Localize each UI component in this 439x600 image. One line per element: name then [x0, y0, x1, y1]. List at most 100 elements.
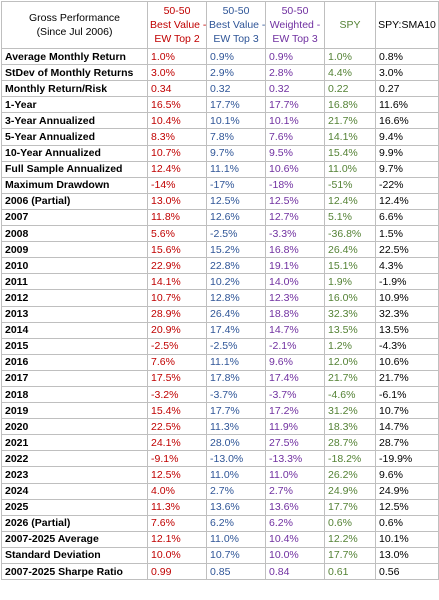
row-label: Full Sample Annualized: [1, 160, 148, 178]
cell-spy-sma10: 13.5%: [375, 321, 439, 339]
row-label: 2017: [1, 369, 148, 387]
cell-best-value-top3: 0.32: [206, 80, 266, 98]
cell-spy: 16.8%: [324, 96, 376, 114]
header-bv2-line-1: 50-50: [163, 5, 191, 17]
cell-best-value-top2: 10.4%: [147, 112, 207, 130]
cell-best-value-top2: -9.1%: [147, 450, 207, 468]
cell-best-value-top2: 15.4%: [147, 402, 207, 420]
cell-spy-sma10: 16.6%: [375, 112, 439, 130]
table-row: 1-Year 16.5% 17.7% 17.7% 16.8% 11.6%: [1, 96, 439, 114]
header-bv2-line-3: EW Top 2: [154, 33, 200, 45]
cell-spy: -18.2%: [324, 450, 376, 468]
cell-weighted-top3: -3.3%: [265, 225, 325, 243]
table-row: 2009 15.6% 15.2% 16.8% 26.4% 22.5%: [1, 241, 439, 259]
cell-spy-sma10: 10.9%: [375, 289, 439, 307]
table-row: 2013 28.9% 26.4% 18.8% 32.3% 32.3%: [1, 305, 439, 323]
cell-spy: 12.2%: [324, 530, 376, 548]
cell-best-value-top2: -3.2%: [147, 385, 207, 404]
cell-best-value-top2: 12.5%: [147, 466, 207, 484]
row-label: 5-Year Annualized: [1, 128, 148, 146]
cell-best-value-top3: 13.6%: [206, 498, 266, 516]
row-label: 2019: [1, 402, 148, 420]
table-row: 2021 24.1% 28.0% 27.5% 28.7% 28.7%: [1, 434, 439, 452]
cell-spy: 14.1%: [324, 128, 376, 146]
cell-best-value-top3: -17%: [206, 176, 266, 194]
cell-spy-sma10: 28.7%: [375, 434, 439, 452]
cell-spy-sma10: -4.3%: [375, 337, 439, 355]
cell-spy: 0.61: [324, 562, 376, 581]
header-label-line-1: Gross Performance: [28, 12, 121, 24]
table-row: Monthly Return/Risk 0.34 0.32 0.32 0.22 0.27: [1, 80, 439, 98]
cell-spy-sma10: 3.0%: [375, 64, 439, 82]
cell-best-value-top3: -13.0%: [206, 450, 266, 468]
cell-weighted-top3: 11.9%: [265, 418, 325, 436]
cell-best-value-top2: 10.7%: [147, 289, 207, 307]
cell-best-value-top3: 10.2%: [206, 273, 266, 291]
cell-weighted-top3: 19.1%: [265, 257, 325, 275]
cell-spy: 0.22: [324, 80, 376, 98]
cell-spy: 18.3%: [324, 418, 376, 436]
table-row: 2019 15.4% 17.7% 17.2% 31.2% 10.7%: [1, 402, 439, 420]
cell-best-value-top2: 7.6%: [147, 353, 207, 371]
table-row: 2022 -9.1% -13.0% -13.3% -18.2% -19.9%: [1, 450, 439, 468]
cell-best-value-top3: 12.6%: [206, 208, 266, 227]
header-bv2-line-2: Best Value -: [150, 19, 207, 31]
cell-best-value-top3: 12.5%: [206, 192, 266, 210]
cell-best-value-top2: 16.5%: [147, 96, 207, 114]
cell-spy-sma10: 10.7%: [375, 402, 439, 420]
row-label: 2008: [1, 225, 148, 243]
table-row: Full Sample Annualized 12.4% 11.1% 10.6% 11.…: [1, 160, 439, 178]
row-label: Average Monthly Return: [1, 47, 148, 66]
cell-best-value-top3: 2.9%: [206, 64, 266, 82]
cell-best-value-top3: 2.7%: [206, 482, 266, 500]
row-label: 2007-2025 Average: [1, 530, 148, 548]
table-row: 2016 7.6% 11.1% 9.6% 12.0% 10.6%: [1, 353, 439, 371]
cell-spy: 16.0%: [324, 289, 376, 307]
cell-best-value-top3: 17.7%: [206, 96, 266, 114]
cell-best-value-top3: 6.2%: [206, 514, 266, 532]
cell-weighted-top3: 7.6%: [265, 128, 325, 146]
cell-best-value-top2: 5.6%: [147, 225, 207, 243]
cell-best-value-top2: 0.99: [147, 562, 207, 581]
row-label: 2022: [1, 450, 148, 468]
cell-weighted-top3: 10.6%: [265, 160, 325, 178]
table-row: 2007-2025 Sharpe Ratio 0.99 0.85 0.84 0.61 0.…: [1, 562, 439, 581]
cell-spy: 15.1%: [324, 257, 376, 275]
table-row: 10-Year Annualized 10.7% 9.7% 9.5% 15.4% 9.9%: [1, 144, 439, 162]
cell-weighted-top3: 10.1%: [265, 112, 325, 130]
table-row: 2024 4.0% 2.7% 2.7% 24.9% 24.9%: [1, 482, 439, 500]
cell-best-value-top3: 17.7%: [206, 402, 266, 420]
cell-best-value-top3: 28.0%: [206, 434, 266, 452]
cell-best-value-top2: 24.1%: [147, 434, 207, 452]
cell-weighted-top3: -2.1%: [265, 337, 325, 355]
cell-spy-sma10: 21.7%: [375, 369, 439, 387]
cell-spy: 12.4%: [324, 192, 376, 210]
table-row: StDev of Monthly Returns 3.0% 2.9% 2.8% 4.4%…: [1, 64, 439, 82]
cell-best-value-top3: 11.0%: [206, 466, 266, 484]
cell-spy-sma10: 9.7%: [375, 160, 439, 178]
row-label: 1-Year: [1, 96, 148, 114]
cell-best-value-top3: 7.8%: [206, 128, 266, 146]
cell-weighted-top3: 0.84: [265, 562, 325, 581]
row-label: 2018: [1, 385, 148, 404]
row-label: 2011: [1, 273, 148, 291]
cell-weighted-top3: -18%: [265, 176, 325, 194]
cell-best-value-top3: 11.3%: [206, 418, 266, 436]
cell-spy: 24.9%: [324, 482, 376, 500]
row-label: 2020: [1, 418, 148, 436]
table-row: 5-Year Annualized 8.3% 7.8% 7.6% 14.1% 9.4%: [1, 128, 439, 146]
row-label: 3-Year Annualized: [1, 112, 148, 130]
cell-best-value-top2: -2.5%: [147, 337, 207, 355]
cell-weighted-top3: 6.2%: [265, 514, 325, 532]
cell-best-value-top3: 11.0%: [206, 530, 266, 548]
cell-spy-sma10: 0.56: [375, 562, 439, 581]
cell-best-value-top2: -14%: [147, 176, 207, 194]
cell-weighted-top3: 0.9%: [265, 47, 325, 66]
cell-spy: 12.0%: [324, 353, 376, 371]
row-label: 2021: [1, 434, 148, 452]
cell-spy-sma10: 10.6%: [375, 353, 439, 371]
header-weighted-top3: 50-50 Weighted - EW Top 3: [265, 1, 325, 49]
cell-spy: 31.2%: [324, 402, 376, 420]
cell-weighted-top3: 0.32: [265, 80, 325, 98]
cell-best-value-top2: 17.5%: [147, 369, 207, 387]
